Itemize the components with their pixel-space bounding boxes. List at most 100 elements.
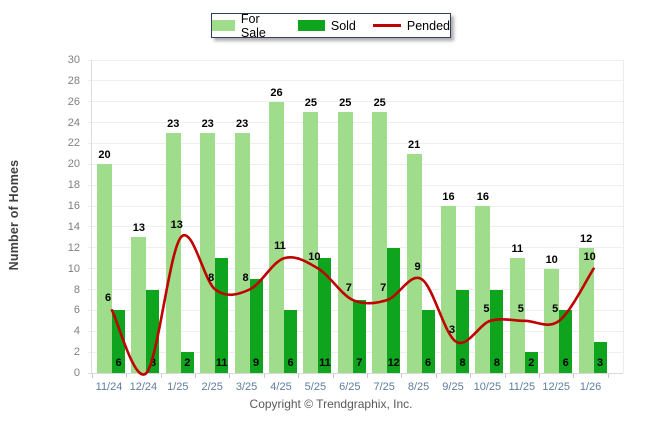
pended-value-label: 8: [242, 271, 249, 284]
pended-value-label: 8: [208, 271, 215, 284]
for-sale-bar: [441, 206, 456, 373]
x-axis-tick: [160, 374, 162, 378]
legend-item-sold: Sold: [297, 18, 356, 33]
pended-value-label: 10: [583, 250, 596, 263]
for-sale-value-label: 10: [545, 253, 558, 266]
sold-value-label: 11: [215, 357, 228, 369]
pended-value-label: 6: [104, 292, 112, 305]
x-tick-label: 1/25: [167, 381, 189, 393]
sold-bar: [387, 247, 401, 373]
pended-value-label: 3: [448, 323, 456, 336]
x-tick-label: 9/25: [442, 381, 464, 393]
for-sale-value-label: 23: [235, 118, 249, 131]
x-tick-label: 5/25: [304, 381, 327, 393]
x-axis-tick: [539, 374, 540, 378]
x-tick-label: 12/24: [129, 381, 158, 393]
legend-label-pended: Pended: [406, 18, 450, 33]
y-tick-label: 12: [67, 241, 80, 254]
x-axis-tick: [607, 374, 609, 378]
x-axis-tick: [470, 374, 472, 378]
legend-item-pended: Pended: [372, 18, 450, 33]
x-tick-label: 3/25: [235, 381, 258, 393]
sold-value-label: 6: [287, 357, 294, 369]
y-tick-label: 0: [73, 367, 80, 379]
gridline: [88, 226, 623, 228]
y-tick-label: 16: [67, 200, 80, 213]
x-tick-label: 4/25: [270, 381, 292, 393]
for-sale-value-label: 23: [167, 118, 180, 131]
y-tick-label: 10: [67, 262, 80, 275]
for-sale-bar: [509, 258, 525, 373]
copyright-text: Copyright © Trendgraphix, Inc.: [249, 397, 413, 411]
for-sale-value-label: 16: [476, 191, 490, 204]
x-axis-tick: [401, 374, 403, 378]
y-tick-label: 2: [73, 346, 80, 359]
x-axis-tick: [229, 374, 231, 378]
y-tick-label: 24: [67, 116, 80, 129]
gridline: [88, 163, 623, 165]
x-axis-tick: [332, 374, 334, 378]
pended-value-label: 13: [170, 219, 183, 232]
legend: For Sale Sold Pended: [211, 12, 451, 40]
x-axis-tick: [367, 374, 368, 378]
for-sale-bar: [200, 133, 216, 373]
pended-value-label: 11: [274, 240, 286, 253]
sold-value-label: 7: [356, 357, 363, 369]
for-sale-value-label: 16: [442, 191, 455, 204]
sold-value-label: 6: [115, 357, 122, 369]
for-sale-bar: [303, 112, 319, 373]
for-sale-value-label: 20: [98, 149, 111, 162]
for-sale-value-label: 26: [270, 86, 283, 99]
sold-value-label: 3: [597, 357, 604, 369]
x-tick-label: 12/25: [542, 381, 570, 393]
legend-label-sold: Sold: [330, 18, 356, 33]
y-tick-label: 20: [67, 158, 80, 171]
pended-value-label: 7: [380, 281, 387, 294]
x-axis-line: [88, 373, 623, 374]
pended-value-label: 9: [414, 261, 421, 274]
pended-value-label: 5: [517, 302, 524, 315]
y-tick-label: 18: [67, 179, 80, 192]
sold-value-label: 2: [184, 357, 191, 369]
x-axis-tick: [126, 374, 128, 378]
x-tick-label: 10/25: [473, 381, 502, 393]
y-tick-label: 28: [67, 74, 80, 87]
gridline: [88, 101, 623, 103]
sold-value-label: 2: [528, 357, 535, 369]
sold-value-label: 8: [493, 357, 500, 369]
y-tick-label: 8: [73, 283, 80, 296]
sold-value-label: 12: [387, 357, 400, 369]
gridline: [88, 142, 623, 144]
sold-swatch: [297, 20, 325, 31]
x-axis-tick: [573, 374, 575, 378]
sold-value-label: 8: [459, 357, 466, 369]
x-tick-label: 11/24: [95, 381, 123, 393]
sold-bar: [593, 341, 607, 373]
for-sale-bar: [578, 247, 594, 373]
for-sale-bar: [475, 206, 491, 373]
sold-value-label: 6: [425, 357, 432, 369]
for-sale-value-label: 11: [511, 243, 524, 256]
pended-value-label: 7: [345, 281, 352, 294]
gridline: [88, 184, 623, 186]
x-axis-tick: [298, 374, 300, 378]
gridline: [88, 205, 623, 207]
y-tick-label: 26: [67, 95, 80, 108]
for-sale-value-label: 25: [304, 97, 318, 110]
pended-value-label: 5: [552, 302, 559, 315]
y-tick-label: 4: [73, 325, 80, 338]
x-axis-tick: [504, 374, 506, 378]
gridline: [88, 80, 623, 82]
pended-value-label: 5: [483, 302, 490, 315]
gridline: [88, 59, 623, 61]
for-sale-bar: [97, 164, 112, 373]
for-sale-value-label: 13: [132, 222, 146, 235]
for-sale-value-label: 25: [373, 97, 386, 110]
x-axis-tick: [91, 374, 93, 378]
for-sale-bar: [131, 237, 147, 373]
x-tick-label: 1/26: [579, 381, 602, 393]
y-axis-title: Number of Homes: [7, 159, 21, 271]
legend-item-for-sale: For Sale: [212, 12, 281, 40]
x-tick-label: 2/25: [201, 381, 223, 393]
